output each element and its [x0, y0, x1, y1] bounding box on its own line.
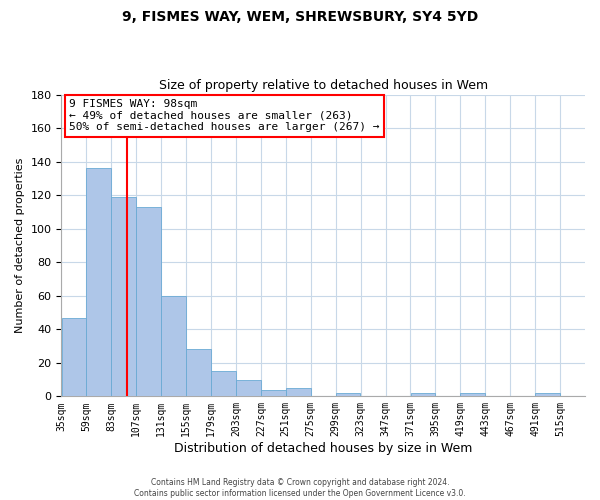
Title: Size of property relative to detached houses in Wem: Size of property relative to detached ho…	[158, 79, 488, 92]
Text: Contains HM Land Registry data © Crown copyright and database right 2024.
Contai: Contains HM Land Registry data © Crown c…	[134, 478, 466, 498]
Bar	[286, 388, 311, 396]
Bar	[112, 197, 136, 396]
Bar	[236, 380, 261, 396]
Bar	[410, 393, 435, 396]
Bar	[136, 207, 161, 396]
Bar	[86, 168, 111, 396]
Text: 9, FISMES WAY, WEM, SHREWSBURY, SY4 5YD: 9, FISMES WAY, WEM, SHREWSBURY, SY4 5YD	[122, 10, 478, 24]
Y-axis label: Number of detached properties: Number of detached properties	[15, 158, 25, 333]
Bar	[186, 350, 211, 397]
Bar	[460, 393, 485, 396]
Bar	[62, 318, 86, 396]
Bar	[161, 296, 186, 396]
Bar	[261, 390, 286, 396]
Bar	[211, 371, 236, 396]
X-axis label: Distribution of detached houses by size in Wem: Distribution of detached houses by size …	[174, 442, 472, 455]
Bar	[535, 393, 560, 396]
Bar	[336, 393, 361, 396]
Text: 9 FISMES WAY: 98sqm
← 49% of detached houses are smaller (263)
50% of semi-detac: 9 FISMES WAY: 98sqm ← 49% of detached ho…	[69, 99, 380, 132]
